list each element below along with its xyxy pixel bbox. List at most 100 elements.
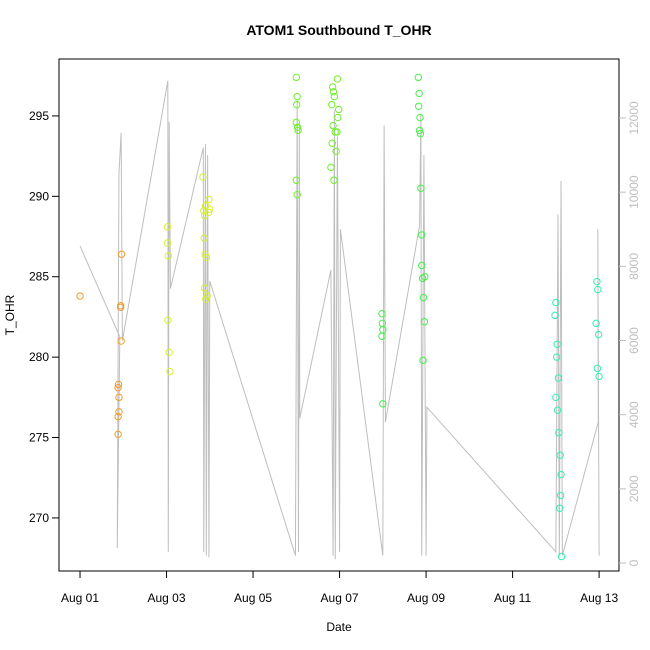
point (293, 123, 302, 131)
point (334, 113, 342, 122)
point (330, 176, 338, 184)
point (415, 102, 423, 110)
point (556, 491, 565, 500)
point (419, 356, 427, 365)
point (416, 129, 425, 138)
point (166, 367, 174, 376)
point (293, 191, 301, 199)
point (417, 184, 425, 192)
y2-tick-label: 8000 (627, 253, 641, 280)
point (165, 348, 173, 357)
point (333, 75, 342, 83)
point (328, 83, 337, 91)
point (551, 311, 559, 320)
point (415, 126, 424, 135)
point (117, 250, 126, 258)
point (328, 139, 336, 147)
plot-box (58, 58, 620, 572)
point (418, 261, 426, 270)
point (553, 406, 562, 414)
x-tick-label: Aug 07 (321, 591, 359, 605)
point (115, 393, 123, 402)
point (332, 147, 340, 156)
point (592, 319, 600, 328)
point (204, 208, 213, 217)
point (556, 504, 564, 512)
point (206, 205, 214, 213)
point (378, 332, 386, 340)
y2-tick-label: 4000 (627, 401, 641, 428)
point (163, 223, 172, 231)
x-tick-label: Aug 13 (580, 591, 618, 605)
point (328, 100, 336, 109)
point (117, 337, 125, 345)
point (292, 118, 301, 127)
point (418, 274, 427, 283)
point (327, 163, 335, 172)
point (553, 353, 561, 361)
altitude-line (79, 80, 600, 560)
point (334, 105, 343, 114)
point (553, 340, 561, 348)
y-axis-label: T_OHR (3, 294, 17, 335)
point (418, 231, 426, 239)
x-tick-label: Aug 03 (148, 591, 186, 605)
point (552, 298, 560, 307)
y-tick-label: 290 (29, 189, 49, 203)
point (114, 412, 122, 421)
point (294, 126, 302, 135)
point (114, 430, 122, 439)
point (164, 252, 172, 260)
point (293, 100, 301, 109)
point (555, 429, 563, 437)
point (163, 239, 172, 247)
y-tick-label: 280 (29, 350, 49, 364)
point (203, 292, 211, 300)
point (114, 380, 123, 389)
y2-tick-label: 2000 (627, 475, 641, 502)
y2-tick-label: 12000 (627, 101, 641, 135)
x-axis-label: Date (326, 620, 352, 634)
point (293, 92, 301, 101)
point (200, 284, 209, 292)
point (594, 330, 603, 339)
point (292, 73, 301, 82)
y-tick-label: 270 (29, 511, 49, 525)
point (556, 451, 564, 459)
point (76, 292, 84, 300)
y2-tick-label: 0 (627, 559, 641, 566)
point (593, 277, 601, 286)
x-tick-label: Aug 05 (234, 591, 272, 605)
x-tick-label: Aug 11 (494, 591, 531, 605)
point (378, 310, 386, 318)
point (292, 176, 301, 184)
point (116, 303, 125, 311)
point (557, 552, 566, 561)
point (414, 73, 422, 82)
y2-tick-label: 10000 (627, 175, 641, 209)
point (554, 374, 563, 382)
point (115, 408, 123, 416)
point (552, 393, 560, 402)
point (415, 89, 423, 98)
point (557, 470, 565, 479)
point (330, 92, 339, 101)
point (164, 316, 172, 324)
point (329, 121, 337, 130)
x-tick-label: Aug 01 (61, 591, 99, 605)
point (593, 364, 602, 373)
point (333, 128, 341, 136)
y-tick-label: 275 (29, 431, 49, 445)
point (202, 295, 210, 303)
y-tick-label: 295 (29, 109, 49, 123)
point (201, 250, 209, 258)
chart-title: ATOM1 Southbound T_OHR (246, 22, 431, 38)
point (419, 293, 428, 302)
point (416, 113, 424, 122)
point (200, 234, 208, 242)
point (329, 88, 338, 96)
point (199, 173, 207, 181)
point (420, 318, 429, 326)
